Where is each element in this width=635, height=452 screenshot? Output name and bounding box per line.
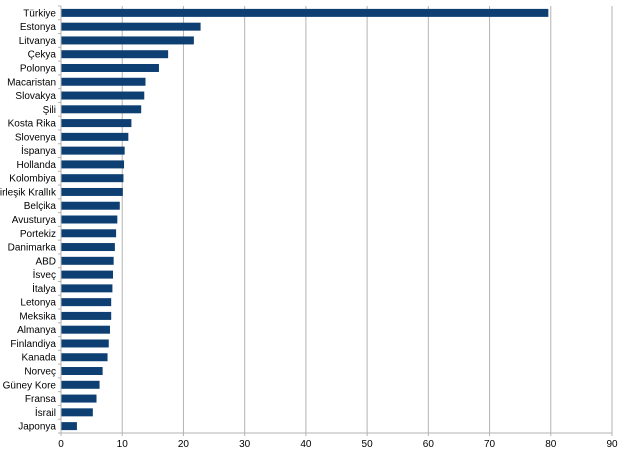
- bar: [61, 298, 112, 307]
- bar: [61, 311, 112, 320]
- category-label: Letonya: [20, 298, 56, 309]
- category-label: Kanada: [22, 353, 57, 364]
- bar: [61, 394, 97, 403]
- bar: [61, 160, 125, 169]
- category-label: Şili: [43, 105, 56, 116]
- bar: [61, 22, 201, 31]
- bar: [61, 8, 549, 17]
- category-label: Kolombiya: [9, 174, 56, 185]
- category-label: Slovakya: [15, 91, 56, 102]
- category-label: Almanya: [17, 325, 56, 336]
- category-label: İsveç: [33, 268, 56, 281]
- bar: [61, 256, 114, 265]
- bar: [61, 408, 93, 417]
- grid-lines: [121, 6, 613, 433]
- category-label: Fransa: [25, 394, 57, 405]
- category-label: Litvanya: [19, 36, 57, 47]
- bar: [61, 91, 145, 100]
- category-label: Çekya: [28, 50, 57, 61]
- category-label: Türkiye: [23, 8, 56, 19]
- bar: [61, 50, 169, 59]
- category-label: İspanya: [21, 144, 56, 157]
- x-tick-label: 50: [362, 439, 374, 450]
- x-tick-label: 30: [239, 439, 251, 450]
- category-label: Finlandiya: [10, 339, 56, 350]
- category-label: Avusturya: [12, 215, 57, 226]
- x-tick-label: 60: [423, 439, 435, 450]
- x-tick-label: 70: [484, 439, 496, 450]
- category-label: Kosta Rika: [8, 119, 57, 130]
- category-label: Japonya: [18, 422, 56, 433]
- bar: [61, 270, 114, 279]
- bar: [61, 325, 110, 334]
- bar: [61, 367, 103, 376]
- x-tick-label: 90: [606, 439, 618, 450]
- category-label: Hollanda: [17, 160, 57, 171]
- category-label: Polonya: [20, 63, 57, 74]
- category-label: Danimarka: [8, 243, 57, 254]
- bar: [61, 119, 132, 128]
- category-label: Birleşik Krallık: [0, 187, 57, 198]
- bar: [61, 146, 125, 155]
- category-label: İtalya: [32, 282, 56, 295]
- bars: [61, 8, 549, 431]
- bar: [61, 215, 118, 224]
- category-label: Belçika: [24, 201, 57, 212]
- bar: [61, 284, 113, 293]
- x-tick-label: 80: [545, 439, 557, 450]
- bar: [61, 63, 159, 72]
- bar: [61, 229, 117, 238]
- category-label: Norveç: [24, 367, 56, 378]
- bar: [61, 422, 77, 431]
- x-tick-label: 0: [58, 439, 64, 450]
- bar: [61, 77, 146, 86]
- x-tick-label: 20: [178, 439, 190, 450]
- bar: [61, 174, 124, 183]
- bar: [61, 187, 123, 196]
- category-label: ABD: [35, 256, 56, 267]
- bar: [61, 380, 100, 389]
- bar: [61, 339, 109, 348]
- tick-labels: 0 10 20 30 40 50 60 70 80 90: [58, 439, 618, 450]
- category-label: İsrail: [35, 406, 56, 419]
- category-label: Meksika: [19, 311, 56, 322]
- bar: [61, 201, 120, 210]
- category-label: Estonya: [20, 22, 57, 33]
- y-axis: [58, 5, 62, 436]
- x-tick-label: 40: [300, 439, 312, 450]
- x-axis: [58, 432, 613, 436]
- x-tick-label: 10: [117, 439, 129, 450]
- bar: [61, 132, 129, 141]
- category-label: Macaristan: [7, 77, 56, 88]
- bar: [61, 36, 194, 45]
- category-label: Portekiz: [20, 229, 56, 240]
- bar: [61, 353, 108, 362]
- category-label: Güney Kore: [3, 380, 57, 391]
- category-labels: Türkiye Estonya Litvanya Çekya Polonya Macari…: [0, 8, 57, 432]
- bar: [61, 105, 142, 114]
- bar: [61, 243, 115, 252]
- category-label: Slovenya: [15, 132, 57, 143]
